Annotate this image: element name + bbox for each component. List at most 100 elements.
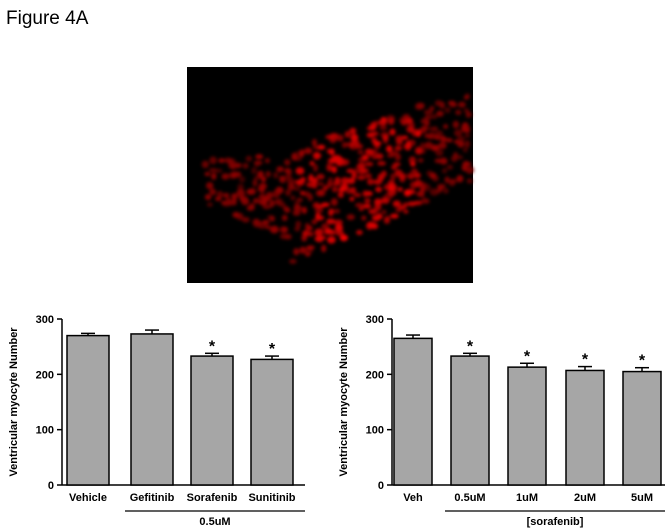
cell (292, 210, 301, 216)
cell (236, 188, 245, 197)
x-tick-label: Veh (403, 492, 423, 504)
cell (238, 176, 246, 183)
cell (328, 209, 334, 217)
cell (314, 208, 324, 214)
cell (302, 229, 310, 237)
cell (361, 154, 368, 160)
cell (441, 167, 448, 174)
bar (66, 334, 110, 486)
cell (456, 155, 464, 160)
cell (252, 178, 258, 187)
cell (337, 191, 344, 198)
cell (295, 179, 305, 186)
cell (322, 185, 329, 191)
x-tick-label: 2uM (574, 492, 596, 504)
cell (311, 177, 318, 184)
cell (364, 161, 374, 167)
cell (228, 162, 237, 169)
y-tick-label: 300 (36, 314, 54, 326)
cell (317, 181, 325, 186)
cell (408, 121, 415, 129)
cell (368, 208, 378, 215)
cell (356, 175, 366, 181)
cell (252, 198, 260, 204)
cell (382, 135, 389, 144)
cell (351, 171, 357, 179)
cell (294, 200, 300, 208)
cell (257, 186, 266, 193)
cell (453, 139, 460, 144)
cell (434, 100, 443, 107)
cell (273, 171, 279, 179)
cell (293, 248, 300, 256)
cell (448, 179, 456, 187)
cell (240, 197, 250, 206)
cell (371, 155, 377, 160)
figure-label: Figure 4A (6, 8, 89, 29)
cell (276, 166, 284, 173)
cell (326, 166, 334, 172)
cell (223, 192, 230, 199)
cell (364, 198, 371, 204)
cell (231, 197, 237, 203)
cell (361, 215, 367, 221)
cell (397, 187, 403, 192)
cell (327, 236, 336, 244)
cell (377, 173, 385, 182)
cell (388, 118, 395, 126)
cell (284, 174, 292, 180)
cell (301, 206, 307, 214)
cell (420, 183, 427, 189)
cell (353, 192, 362, 198)
cell (285, 189, 292, 196)
cell (466, 111, 473, 118)
group-label: 0.5uM (199, 516, 230, 528)
cell (216, 190, 224, 199)
cell (356, 163, 366, 169)
cell (282, 206, 290, 211)
cell (426, 170, 433, 177)
cell (349, 143, 359, 150)
cell (362, 190, 369, 197)
cell (353, 167, 361, 174)
cell (379, 125, 388, 131)
bar (190, 355, 234, 486)
cell (294, 226, 301, 232)
cell (247, 204, 255, 211)
cell (321, 223, 329, 231)
cell (314, 235, 324, 243)
cell (418, 102, 425, 109)
cell (237, 183, 244, 191)
cell (262, 196, 271, 202)
cell (411, 168, 418, 174)
cell (279, 226, 289, 234)
cell (462, 147, 468, 153)
cell (449, 102, 458, 108)
cell (344, 130, 351, 138)
cell (424, 115, 432, 121)
cell (346, 177, 355, 185)
x-tick-label: 5uM (631, 492, 653, 504)
cell (410, 162, 416, 167)
y-tick-label: 200 (36, 369, 54, 381)
cell (464, 140, 471, 149)
cell (281, 214, 288, 222)
significance-marker: * (269, 341, 276, 358)
significance-marker: * (524, 348, 531, 365)
cell (394, 153, 401, 162)
cell (257, 170, 264, 179)
significance-marker: * (639, 353, 646, 370)
cell (262, 204, 272, 210)
cell (303, 191, 311, 198)
cell (345, 187, 352, 195)
cell (236, 212, 244, 221)
cell (334, 223, 343, 232)
cell (394, 145, 403, 151)
cell (364, 173, 372, 179)
cell (442, 137, 449, 142)
cell (387, 180, 395, 185)
cell (326, 180, 333, 188)
group-label: [sorafenib] (527, 516, 584, 528)
x-tick-label: Vehicle (69, 492, 107, 504)
cell (316, 173, 325, 180)
